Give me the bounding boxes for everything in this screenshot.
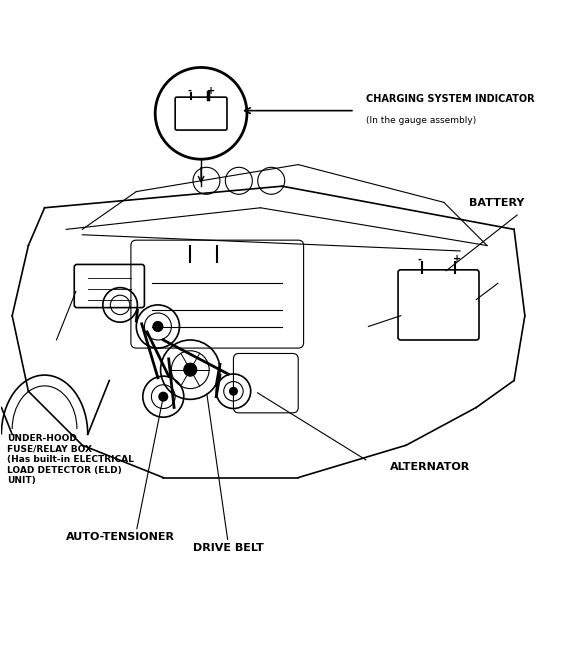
Text: +: + <box>453 255 461 264</box>
Text: AUTO-TENSIONER: AUTO-TENSIONER <box>66 532 174 543</box>
Text: -: - <box>417 255 421 264</box>
Circle shape <box>184 363 197 376</box>
Circle shape <box>229 387 237 395</box>
Text: DRIVE BELT: DRIVE BELT <box>193 543 264 553</box>
Text: +: + <box>207 86 215 95</box>
Text: -: - <box>187 86 191 96</box>
Text: UNDER-HOOD
FUSE/RELAY BOX
(Has built-in ELECTRICAL
LOAD DETECTOR (ELD)
UNIT): UNDER-HOOD FUSE/RELAY BOX (Has built-in … <box>7 434 133 485</box>
Text: CHARGING SYSTEM INDICATOR: CHARGING SYSTEM INDICATOR <box>366 93 534 104</box>
Circle shape <box>159 392 168 401</box>
Text: BATTERY: BATTERY <box>470 198 525 208</box>
Circle shape <box>153 322 163 331</box>
Text: ALTERNATOR: ALTERNATOR <box>390 462 470 472</box>
Text: (In the gauge assembly): (In the gauge assembly) <box>366 116 476 125</box>
